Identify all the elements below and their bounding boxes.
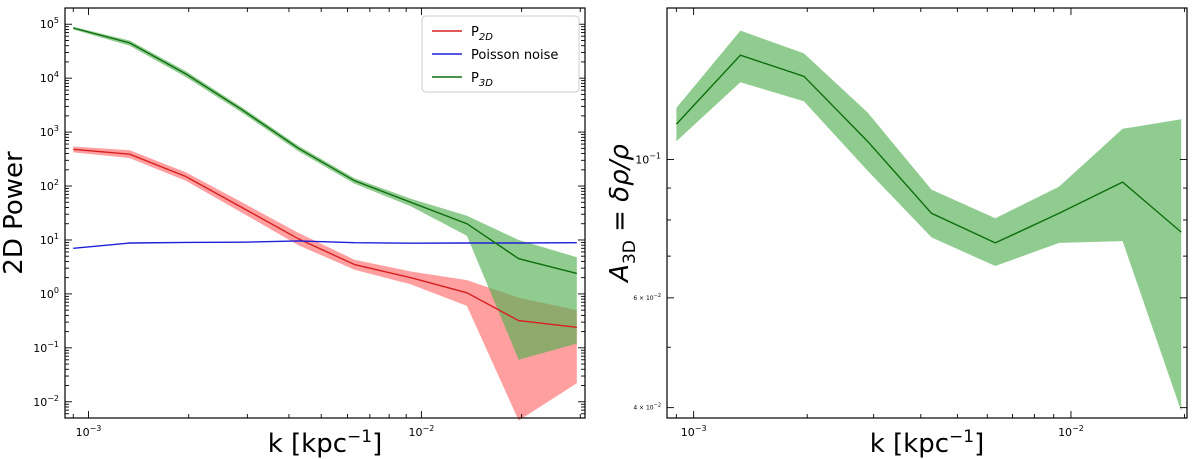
y-tick-label: 10−1 [635, 152, 661, 167]
y-tick-label-base: 10 [33, 396, 47, 409]
y-tick-label: 103 [40, 124, 59, 139]
legend-box [421, 15, 580, 93]
left-lines [73, 27, 577, 328]
y-tick-label-exp: −2 [47, 394, 59, 403]
legend-label-poisson: Poisson noise [471, 48, 558, 63]
y-tick-label-exp: −2 [654, 293, 661, 299]
y-tick-label-base: 10 [33, 342, 47, 355]
y-tick-label: 101 [40, 232, 59, 247]
x-tick-label: 10−2 [409, 424, 435, 439]
legend: P2D Poisson noise P3D [421, 15, 580, 93]
y-tick-label-base: 10 [40, 288, 54, 301]
y-tick-label-exp: 2 [54, 178, 59, 187]
x-tick-label-base: 10 [409, 426, 423, 439]
y-tick-label-base: 10 [40, 72, 54, 85]
y-tick-label-exp: 4 [54, 70, 59, 79]
y-tick-label-base: 10 [635, 154, 649, 167]
y-tick-label: 10−1 [33, 340, 59, 355]
y-tick-label-exp: −2 [654, 403, 661, 409]
band-p3d [73, 26, 577, 360]
x-tick-label-exp: −3 [90, 424, 102, 433]
y-tick-label: 105 [40, 16, 59, 31]
x-tick-label-base: 10 [681, 426, 695, 439]
x-tick-label-base: 10 [76, 426, 90, 439]
y-tick-label-base: 6 × 10 [633, 295, 653, 302]
y-tick-label-exp: 3 [54, 124, 59, 133]
y-tick-label-base: 10 [40, 18, 54, 31]
y-tick-label: 100 [40, 286, 59, 301]
right-y-axis-label: A3D = δρ/ρ [605, 144, 640, 284]
y-tick-label-exp: 0 [54, 286, 59, 295]
left-x-axis-label: k [kpc−1] [268, 427, 383, 459]
y-tick-label: 4 × 10−2 [633, 403, 661, 412]
y-tick-label-base: 10 [40, 180, 54, 193]
x-tick-label-exp: −2 [423, 424, 435, 433]
left-y-axis-label: 2D Power [0, 151, 29, 275]
x-tick-label: 10−3 [76, 424, 102, 439]
series-line-a3d [675, 54, 1182, 244]
x-tick-label-base: 10 [1058, 426, 1072, 439]
y-tick-label-base: 10 [40, 234, 54, 247]
x-tick-label-exp: −3 [695, 424, 707, 433]
series-line-p2d [73, 148, 577, 328]
series-line-poisson [73, 240, 577, 249]
right-lines [675, 54, 1182, 244]
y-tick-label-exp: 5 [54, 16, 59, 25]
y-tick-label-base: 10 [40, 126, 54, 139]
legend-label-p2d: P2D [471, 25, 493, 43]
y-tick-label: 102 [40, 178, 59, 193]
right-panel: 10−3 10−24 × 10−26 × 10−210−1 k [kpc−1] A… [605, 7, 1188, 459]
y-tick-label-base: 4 × 10 [633, 405, 653, 412]
x-tick-label-exp: −2 [1072, 424, 1084, 433]
y-tick-label: 104 [40, 70, 59, 85]
left-plot-frame [64, 7, 586, 419]
right-plot-frame [666, 7, 1188, 419]
x-tick-label: 10−2 [1058, 424, 1084, 439]
y-tick-label: 6 × 10−2 [633, 293, 661, 302]
band-p2d [73, 146, 577, 421]
y-tick-label-exp: 1 [54, 232, 59, 241]
y-tick-label: 10−2 [33, 394, 59, 409]
right-x-axis-label: k [kpc−1] [870, 427, 985, 459]
right-ticks: 10−3 10−24 × 10−26 × 10−210−1 [633, 8, 1187, 439]
y-tick-label-exp: −1 [47, 340, 59, 349]
left-bands [73, 26, 577, 421]
series-line-p3d [73, 27, 577, 275]
legend-label-p3d: P3D [471, 71, 493, 89]
y-tick-label-exp: −1 [649, 152, 661, 161]
band-a3d [676, 30, 1182, 412]
x-tick-label: 10−3 [681, 424, 707, 439]
right-bands [676, 30, 1182, 412]
